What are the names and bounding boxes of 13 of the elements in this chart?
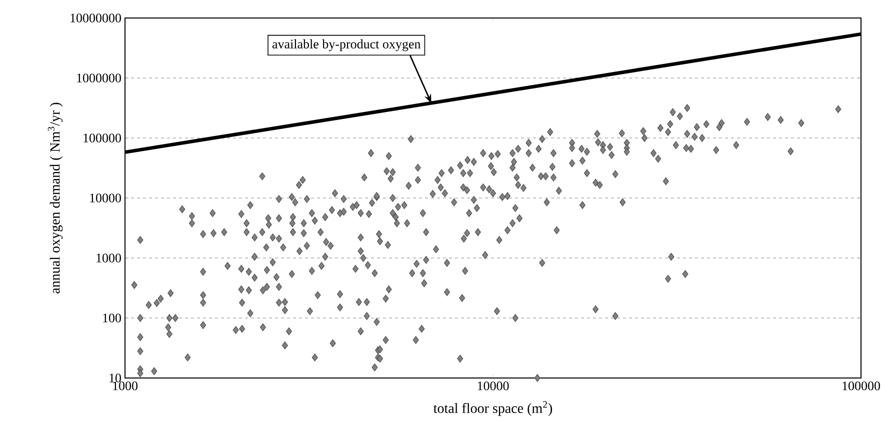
annotation: available by-product oxygen — [272, 39, 421, 52]
y-tick-label: 100 — [103, 314, 121, 322]
y-axis-title: annual oxygen demand ( Nm$^{3}$/yr ) — [48, 102, 63, 294]
y-tick-label: 1000 — [96, 254, 121, 262]
y-tick-label: 1000000 — [77, 74, 121, 82]
x-tick-label: 1000 — [113, 382, 138, 390]
y-tick-label: 10 — [110, 374, 121, 382]
x-axis-title: total floor space (m$^{2}$) — [434, 401, 552, 416]
y-tick-label: 100000 — [84, 134, 121, 142]
y-tick-label: 10000000 — [70, 14, 121, 22]
y-tick-label: 10000 — [90, 194, 121, 202]
x-tick-label: 10000 — [478, 382, 509, 390]
x-tick-label: 100000 — [842, 382, 880, 390]
